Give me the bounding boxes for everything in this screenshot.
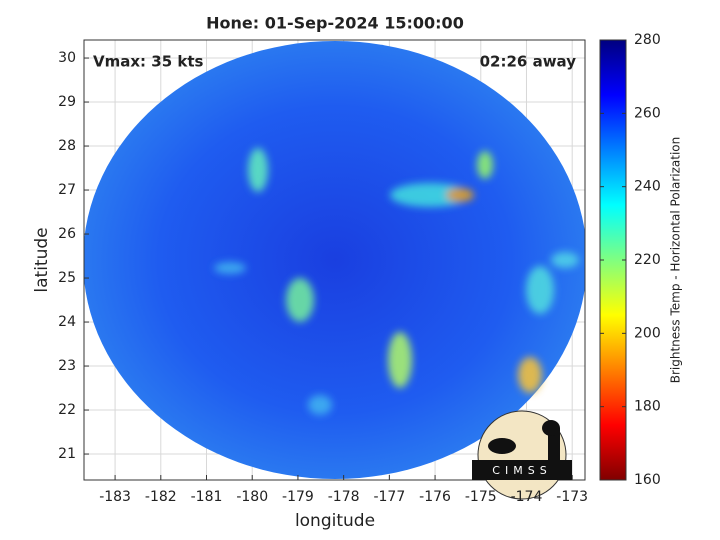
x-tick-label: -179 bbox=[282, 489, 314, 505]
x-tick-label: -175 bbox=[465, 489, 497, 505]
x-tick-label: -180 bbox=[236, 489, 268, 505]
y-axis-label: latitude bbox=[32, 227, 52, 292]
colorbar-tick-label: 180 bbox=[634, 399, 661, 415]
colorbar-tick-label: 240 bbox=[634, 179, 661, 195]
colorbar bbox=[599, 39, 627, 481]
x-tick-label: -173 bbox=[556, 489, 588, 505]
y-tick-label: 21 bbox=[58, 446, 76, 462]
y-tick-label: 25 bbox=[58, 270, 76, 286]
annotation: 02:26 away bbox=[480, 53, 577, 71]
x-tick-label: -178 bbox=[328, 489, 360, 505]
swath-image bbox=[84, 41, 585, 479]
colorbar-tick-label: 280 bbox=[634, 32, 661, 48]
y-tick-label: 22 bbox=[58, 402, 76, 418]
y-tick-label: 27 bbox=[58, 182, 76, 198]
x-tick-label: -183 bbox=[99, 489, 131, 505]
y-tick-label: 26 bbox=[58, 226, 76, 242]
x-axis-label: longitude bbox=[295, 511, 375, 531]
colorbar-tick-label: 220 bbox=[634, 252, 661, 268]
colorbar-label: Brightness Temp - Horizontal Polarizatio… bbox=[669, 137, 683, 384]
logo-text: CIMSS bbox=[492, 464, 551, 477]
y-tick-label: 24 bbox=[58, 314, 76, 330]
chart-title: Hone: 01-Sep-2024 15:00:00 bbox=[206, 14, 464, 33]
x-tick-label: -181 bbox=[191, 489, 223, 505]
plot-frame bbox=[83, 39, 586, 481]
x-tick-label: -177 bbox=[373, 489, 405, 505]
y-tick-label: 23 bbox=[58, 358, 76, 374]
annotation: Vmax: 35 kts bbox=[93, 53, 203, 71]
logo: CIMSS bbox=[472, 410, 572, 500]
x-tick-label: -176 bbox=[419, 489, 451, 505]
colorbar-tick-label: 200 bbox=[634, 325, 661, 341]
x-tick-label: -182 bbox=[145, 489, 177, 505]
colorbar-tick-label: 160 bbox=[634, 472, 661, 488]
colorbar-tick-label: 260 bbox=[634, 105, 661, 121]
y-tick-label: 28 bbox=[58, 138, 76, 154]
y-tick-label: 29 bbox=[58, 94, 76, 110]
x-tick-label: -174 bbox=[511, 489, 543, 505]
y-tick-label: 30 bbox=[58, 50, 76, 66]
